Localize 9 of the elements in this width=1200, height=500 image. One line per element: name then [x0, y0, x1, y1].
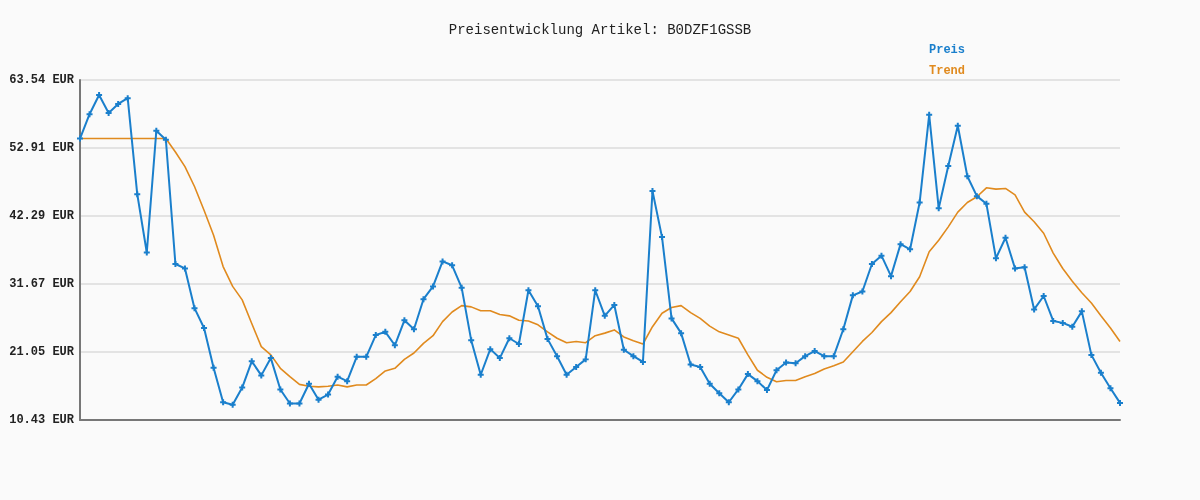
- y-tick-label: 31.67 EUR: [9, 277, 75, 292]
- y-tick-label: 10.43 EUR: [9, 413, 75, 427]
- y-tick-label: 42.29 EUR: [9, 209, 75, 224]
- text: Preis: [928, 43, 966, 57]
- y-tick-label: 63.54 EUR: [9, 73, 75, 87]
- y-tick-label: 52.91 EUR: [9, 141, 75, 156]
- chart-title: Preisentwicklung Artikel: B0DZF1GSSB: [448, 22, 752, 38]
- text: Trend: [928, 64, 966, 78]
- y-tick-label: 21.05 EUR: [9, 345, 75, 360]
